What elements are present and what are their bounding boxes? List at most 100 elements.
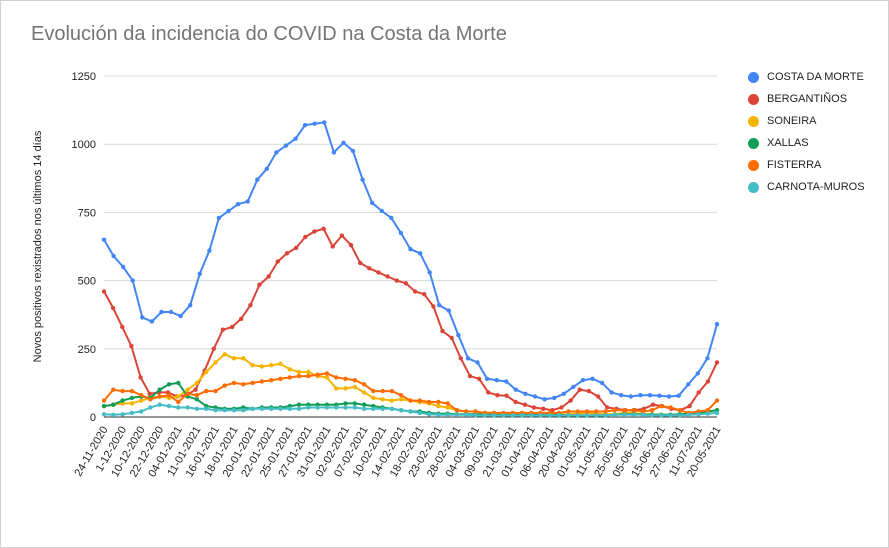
data-point [542, 397, 547, 402]
data-point [467, 373, 473, 379]
data-point [343, 405, 348, 410]
legend-label: XALLAS [767, 137, 809, 149]
data-point [312, 229, 317, 234]
data-point [139, 398, 144, 403]
data-point [352, 384, 357, 390]
data-point [315, 405, 320, 410]
y-tick-label: 750 [78, 207, 96, 219]
data-point [431, 304, 436, 309]
data-point [352, 401, 357, 406]
data-point [380, 406, 385, 411]
data-point [367, 266, 372, 271]
data-point [389, 388, 395, 394]
chart-title: Evolución da incidencia do COVID na Cost… [31, 23, 507, 45]
data-point [140, 315, 145, 320]
data-point [101, 412, 107, 417]
data-point [437, 303, 442, 308]
data-point [408, 247, 413, 252]
data-point [677, 408, 682, 413]
data-point [148, 397, 153, 402]
data-point [259, 364, 265, 369]
data-point [235, 202, 241, 207]
data-point [211, 346, 216, 351]
data-point [584, 413, 590, 418]
data-point [638, 393, 643, 398]
data-point [250, 406, 255, 411]
legend-item: COSTA DA MORTE [745, 71, 885, 84]
data-point [458, 356, 463, 361]
data-point [571, 384, 576, 390]
data-point [650, 402, 656, 407]
data-point [229, 324, 235, 330]
data-point [676, 393, 681, 398]
data-point [293, 136, 298, 141]
legend-item: XALLAS [745, 137, 885, 150]
data-point [269, 406, 274, 411]
data-point [568, 398, 573, 403]
data-point [204, 369, 209, 375]
data-point [129, 395, 135, 401]
data-point [590, 376, 595, 381]
data-point [394, 278, 399, 283]
data-point [348, 242, 354, 248]
data-point [436, 399, 441, 405]
data-point [640, 412, 645, 417]
data-point [259, 379, 265, 384]
legend-marker [748, 182, 759, 193]
data-point [513, 399, 518, 405]
data-point [275, 259, 280, 264]
data-point [312, 121, 317, 126]
data-point [647, 393, 653, 398]
legend-label: BERGANTIÑOS [767, 93, 848, 105]
data-point [216, 215, 222, 221]
data-point [603, 409, 608, 414]
data-point [204, 406, 209, 411]
legend-label: SONEIRA [767, 115, 817, 127]
data-point [379, 208, 384, 214]
data-point [330, 244, 335, 249]
data-point [486, 390, 491, 395]
data-point [513, 387, 519, 392]
data-point [619, 393, 624, 398]
data-point [631, 408, 636, 413]
data-point [339, 233, 345, 238]
data-point [621, 408, 627, 413]
data-point [259, 406, 265, 411]
data-point [696, 412, 701, 417]
data-point [185, 391, 190, 396]
data-point [464, 412, 469, 417]
data-point [101, 403, 107, 409]
data-point [522, 402, 528, 407]
data-point [389, 406, 395, 411]
data-point [315, 372, 320, 377]
data-point [197, 271, 202, 276]
data-point [686, 382, 691, 387]
data-point [696, 390, 701, 395]
data-point [541, 406, 546, 411]
data-point [343, 386, 348, 391]
series-line [103, 121, 718, 401]
data-point [168, 309, 174, 315]
data-point [241, 382, 246, 387]
data-point [110, 305, 116, 311]
legend-item: FISTERRA [745, 159, 885, 172]
data-point [306, 369, 311, 375]
data-point [213, 388, 218, 394]
data-point [649, 408, 655, 413]
data-point [370, 200, 375, 206]
data-point [389, 215, 394, 221]
data-point [278, 361, 283, 366]
data-point [178, 313, 183, 319]
legend-marker [748, 160, 759, 171]
data-point [278, 406, 283, 411]
legend-item: BERGANTIÑOS [745, 93, 885, 106]
data-point [687, 403, 692, 409]
data-point [426, 399, 432, 405]
data-point [159, 309, 164, 315]
data-point [130, 278, 135, 283]
data-point [266, 274, 271, 279]
data-point [495, 393, 500, 398]
data-point [376, 270, 381, 275]
data-point [494, 378, 499, 383]
data-point [436, 403, 441, 409]
